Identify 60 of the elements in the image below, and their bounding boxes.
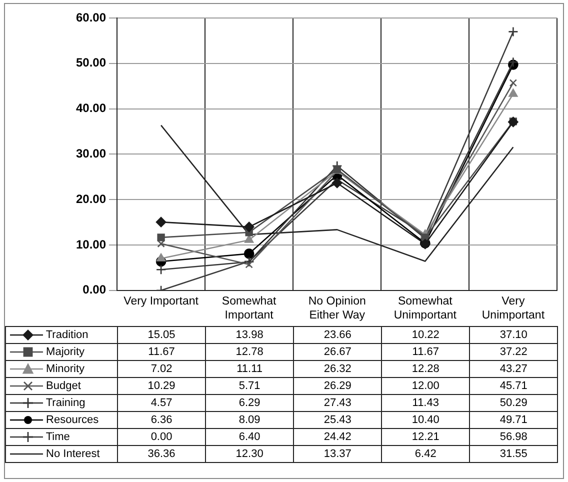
legend-label: Majority (45, 346, 85, 358)
data-label: 11.67 (382, 344, 470, 360)
legend-label: Budget (45, 380, 81, 392)
data-label: 26.29 (294, 378, 382, 394)
data-label: 7.02 (118, 360, 206, 378)
data-label: 31.55 (470, 446, 558, 462)
data-label: 10.29 (118, 378, 206, 394)
data-label: 6.29 (206, 394, 294, 412)
data-label: 27.43 (294, 394, 382, 412)
y-tick-label: 0.00 (82, 282, 106, 297)
y-tick-label: 30.00 (76, 146, 106, 161)
data-label: 8.09 (206, 412, 294, 428)
data-label: 6.42 (382, 446, 470, 462)
y-tick-label: 60.00 (76, 10, 106, 24)
data-label: 10.40 (382, 412, 470, 428)
data-label: 56.98 (470, 428, 558, 446)
data-label: 26.67 (294, 344, 382, 360)
data-label: 24.42 (294, 428, 382, 446)
x-tick-label: No Opinion Either Way (308, 295, 366, 322)
data-label: 12.00 (382, 378, 470, 394)
data-label: 13.98 (206, 326, 294, 344)
data-label: 10.22 (382, 326, 470, 344)
data-label: 11.11 (206, 360, 294, 378)
x-tick-label: Somewhat Important (222, 295, 278, 322)
data-label: 37.22 (470, 344, 558, 360)
legend-label: Minority (45, 362, 85, 375)
y-tick-label: 10.00 (76, 237, 106, 252)
data-label: 11.67 (118, 344, 206, 360)
y-tick-label: 20.00 (76, 192, 106, 206)
data-label: 43.27 (470, 360, 558, 378)
data-label: 36.36 (118, 446, 206, 462)
data-label: 25.43 (294, 412, 382, 428)
legend-label: No Interest (45, 448, 100, 460)
data-label: 49.71 (470, 412, 558, 428)
x-tick-label: Very Important (124, 295, 200, 308)
legend-label: Training (44, 396, 86, 409)
data-label: 23.66 (294, 326, 382, 344)
data-label: 12.30 (206, 446, 294, 462)
y-tick-label: 50.00 (76, 56, 106, 70)
data-label: 12.28 (382, 360, 470, 378)
data-label: 12.21 (382, 428, 470, 446)
data-label: 5.71 (206, 378, 294, 394)
data-label: 6.40 (206, 428, 294, 446)
data-label: 50.29 (470, 394, 558, 412)
y-tick-label: 40.00 (76, 101, 106, 116)
data-label: 13.37 (294, 446, 382, 462)
x-tick-label: Somewhat Unimportant (394, 295, 458, 322)
data-label: 6.36 (118, 412, 206, 428)
data-label: 4.57 (118, 394, 206, 412)
data-label: 15.05 (118, 326, 206, 344)
legend-label: Resources (45, 414, 99, 426)
legend-label: Tradition (44, 328, 88, 341)
data-label: 45.71 (470, 378, 558, 394)
x-tick-label: Very Unimportant (482, 295, 546, 322)
data-label: 26.32 (294, 360, 382, 378)
data-label: 37.10 (470, 326, 558, 344)
data-label: 0.00 (118, 428, 206, 446)
data-label: 11.43 (382, 394, 470, 412)
data-label: 12.78 (206, 344, 294, 360)
legend-label: Time (44, 430, 70, 443)
